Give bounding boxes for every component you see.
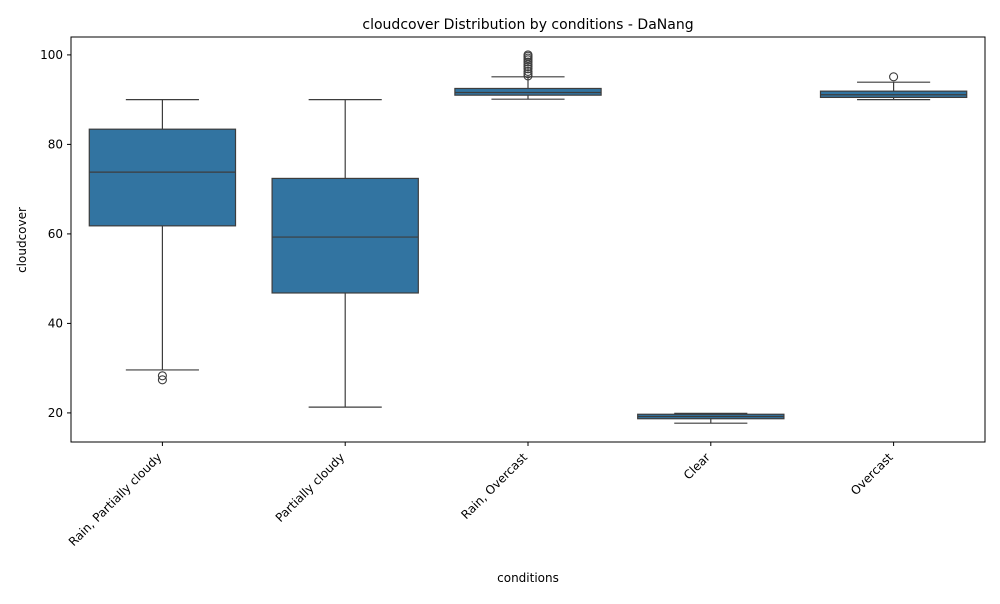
outlier-point bbox=[889, 72, 899, 82]
x-tick-label: Partially cloudy bbox=[273, 450, 348, 525]
chart-title: cloudcover Distribution by conditions - … bbox=[362, 17, 693, 33]
outlier-point bbox=[523, 66, 533, 77]
y-axis-label: cloudcover bbox=[15, 207, 29, 273]
outlier-point bbox=[523, 69, 533, 79]
box-group bbox=[271, 99, 419, 408]
outlier-point bbox=[157, 375, 167, 385]
iqr-box bbox=[271, 177, 419, 294]
y-tick-label: 20 bbox=[48, 406, 63, 420]
axes: 20 40 60 80 100 Rain, Partially cloudy Partial… bbox=[40, 36, 986, 549]
box-group bbox=[88, 99, 237, 385]
plot-marks bbox=[88, 50, 968, 424]
x-tick-label: Clear bbox=[681, 450, 713, 482]
box-group bbox=[819, 72, 968, 101]
box-group bbox=[454, 50, 602, 100]
y-tick-label: 40 bbox=[48, 316, 63, 330]
x-axis-label: conditions bbox=[497, 571, 559, 585]
y-tick-label: 100 bbox=[40, 48, 63, 62]
outlier-point bbox=[157, 371, 167, 381]
x-tick-label: Overcast bbox=[848, 450, 896, 498]
outlier-point bbox=[523, 50, 533, 60]
y-tick-label: 60 bbox=[48, 227, 63, 241]
outlier-point bbox=[523, 71, 533, 81]
x-tick-label: Rain, Overcast bbox=[458, 450, 530, 522]
x-tick-label: Rain, Partially cloudy bbox=[66, 450, 165, 549]
iqr-box bbox=[454, 87, 602, 96]
y-tick-label: 80 bbox=[48, 137, 63, 151]
outlier-point bbox=[523, 64, 533, 74]
outlier-point bbox=[523, 57, 533, 67]
box-group bbox=[637, 412, 785, 424]
iqr-box bbox=[88, 128, 237, 227]
